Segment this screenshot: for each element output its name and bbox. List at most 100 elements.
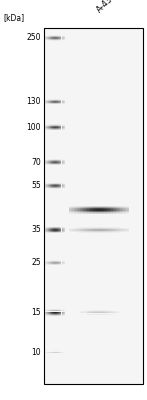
Bar [117,209,119,210]
Bar [78,208,80,209]
Bar [60,310,61,311]
Bar [128,207,129,208]
Bar [96,208,98,209]
Bar [83,208,84,209]
Bar [61,314,62,315]
Bar [83,212,84,213]
Bar [96,212,98,213]
Bar [60,313,61,314]
Bar [86,206,87,207]
Bar [58,311,59,312]
Bar [78,206,80,207]
Bar [99,213,101,214]
Bar [99,209,101,210]
Bar [125,207,126,208]
Bar [75,213,77,214]
Bar [90,212,92,213]
Bar [96,210,98,211]
Bar [50,310,51,311]
Bar [83,211,84,212]
Bar [45,312,46,313]
Bar [120,206,122,207]
Bar [53,228,54,229]
Bar [57,315,58,316]
Bar [50,315,51,316]
Bar [125,213,126,214]
Bar [56,311,57,312]
Bar [50,231,51,232]
Bar [105,210,107,211]
Bar [107,206,108,207]
Bar [98,213,99,214]
Bar [83,209,84,210]
Bar [119,212,120,213]
Bar [110,212,111,213]
Bar [119,206,120,207]
Bar [122,206,123,207]
Bar [84,209,86,210]
Bar [101,208,102,209]
Bar [105,213,107,214]
Bar [62,228,63,229]
Bar [120,213,122,214]
Bar [102,209,104,210]
Bar [77,208,78,209]
Bar [111,207,113,208]
Bar [110,206,111,207]
Bar [45,228,46,229]
Bar [104,213,105,214]
Bar [93,206,95,207]
Bar [110,210,111,211]
Bar [61,315,62,316]
Bar [47,228,48,229]
Bar [123,210,125,211]
Bar [56,226,57,227]
Bar [99,211,101,212]
Bar [63,232,64,233]
Bar [57,229,58,230]
Bar [74,208,75,209]
Bar [87,208,89,209]
Bar [51,315,52,316]
Bar [108,212,110,213]
Bar [87,212,89,213]
Bar [126,207,128,208]
Bar [122,209,123,210]
Bar [126,211,128,212]
Bar [57,310,58,311]
Bar [47,226,48,227]
Bar [64,313,65,314]
Bar [52,232,53,233]
Bar [116,206,117,207]
Bar [48,226,49,227]
Bar [46,311,47,312]
Bar [78,213,80,214]
Text: 25: 25 [32,258,41,267]
Bar [123,212,125,213]
Bar [50,314,51,315]
Bar [81,207,83,208]
Bar [63,231,64,232]
Bar [63,309,64,310]
Bar [54,312,55,313]
Bar [53,313,54,314]
Bar [47,311,48,312]
Bar [102,207,104,208]
Bar [113,206,114,207]
Bar [58,226,59,227]
Bar [59,231,60,232]
Bar [113,208,114,209]
Bar [92,208,93,209]
Bar [102,211,104,212]
Bar [95,211,96,212]
Bar [117,213,119,214]
Bar [56,315,57,316]
Bar [64,315,65,316]
Bar [50,312,51,313]
Bar [119,209,120,210]
Bar [93,209,95,210]
Bar [128,208,129,209]
Bar [128,206,129,207]
Bar [58,309,59,310]
Bar [55,310,56,311]
